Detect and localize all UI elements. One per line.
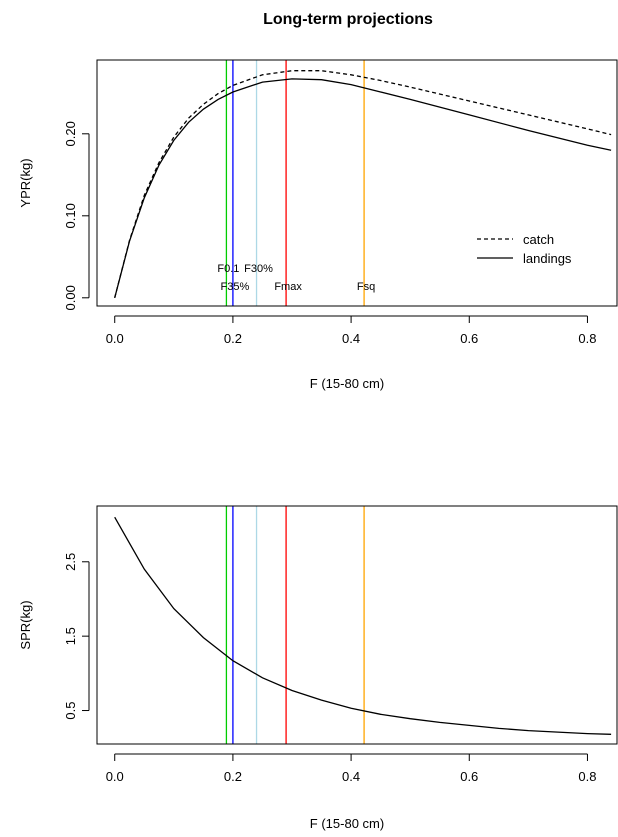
x-tick-label: 0.8 bbox=[578, 331, 596, 346]
x-axis-label: F (15-80 cm) bbox=[310, 376, 384, 391]
x-tick-label: 0.0 bbox=[106, 769, 124, 784]
y-tick-label: 0.20 bbox=[63, 121, 78, 146]
y-tick-label: 0.00 bbox=[63, 285, 78, 310]
y-tick-label: 0.10 bbox=[63, 203, 78, 228]
plot-frame bbox=[96, 59, 618, 307]
x-tick-label: 0.6 bbox=[460, 769, 478, 784]
series-line-spr bbox=[114, 516, 612, 735]
x-tick-label: 0.6 bbox=[460, 331, 478, 346]
figure-title: Long-term projections bbox=[263, 11, 433, 28]
spr-panel: 0.0 0.2 0.4 0.6 0.8 F (15-80 cm) 0.5 1.5 2.5 SPR(… bbox=[18, 505, 618, 831]
x-tick-label: 0.4 bbox=[342, 331, 360, 346]
series-line-landings bbox=[114, 78, 612, 298]
reference-label: Fmax bbox=[274, 281, 302, 293]
y-tick-label: 2.5 bbox=[63, 553, 78, 571]
legend-label-landings: landings bbox=[523, 251, 572, 266]
y-tick-label: 0.5 bbox=[63, 701, 78, 719]
y-tick-label: 1.5 bbox=[63, 627, 78, 645]
legend-label-catch: catch bbox=[523, 232, 554, 247]
ypr-panel: F0.1 F35% F30%Fmax Fsq 0.0 0.2 0.4 0.6 0.8 F (15-… bbox=[18, 59, 618, 391]
y-axis-label: SPR(kg) bbox=[18, 600, 33, 649]
reference-label: F0.1 bbox=[217, 263, 239, 275]
x-tick-label: 0.8 bbox=[578, 769, 596, 784]
x-tick-label: 0.2 bbox=[224, 331, 242, 346]
series-line-catch bbox=[114, 70, 612, 298]
x-axis-label: F (15-80 cm) bbox=[310, 816, 384, 831]
plot-frame bbox=[96, 505, 618, 745]
y-axis-label: YPR(kg) bbox=[18, 158, 33, 207]
x-tick-label: 0.0 bbox=[106, 331, 124, 346]
reference-label: Fsq bbox=[357, 281, 375, 293]
reference-label: F30% bbox=[244, 263, 273, 275]
reference-label: F35% bbox=[221, 281, 250, 293]
x-tick-label: 0.4 bbox=[342, 769, 360, 784]
x-tick-label: 0.2 bbox=[224, 769, 242, 784]
